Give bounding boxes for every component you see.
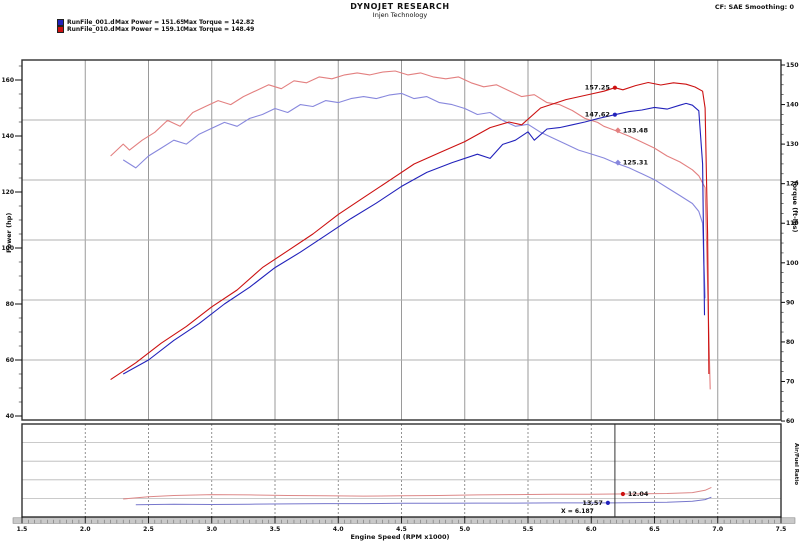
cursor-value-power-red: 157.25 — [585, 84, 611, 92]
rpm-ruler — [12, 517, 796, 524]
torque-tick-label: 80 — [786, 339, 794, 346]
torque-axis-title: Torque (ft-lbs) — [791, 180, 799, 233]
curve-runfile_001-power — [122, 102, 706, 375]
run1-filename: RunFile_001.drf — [67, 19, 115, 26]
cursor-value-afr-blue: 13.57 — [582, 499, 603, 507]
cursor-marker-afr-red — [620, 491, 626, 497]
run2-color-swatch — [57, 26, 64, 33]
x-axis-title: Engine Speed (RPM x1000) — [350, 533, 450, 541]
rpm-tick-label: 2.5 — [143, 526, 154, 533]
run1-max-torque: Max Torque = 142.82 — [183, 19, 255, 26]
power-tick-label: 140 — [1, 133, 14, 140]
curve-runfile_010-afr — [123, 486, 712, 500]
power-axis-title: Power (hp) — [5, 212, 13, 253]
curve-runfile_001-afr — [135, 496, 712, 506]
run2-max-torque: Max Torque = 148.49 — [183, 26, 255, 33]
legend-row-run1[interactable]: RunFile_001.drf Max Power = 151.65 Max T… — [57, 19, 254, 26]
cursor-value-afr-red: 12.04 — [628, 490, 649, 498]
rpm-tick-label: 7.5 — [776, 526, 787, 533]
torque-tick-label: 90 — [786, 299, 794, 306]
curve-runfile_010-power — [110, 81, 710, 381]
cursor-value-torque-blue: 125.31 — [623, 159, 649, 167]
power-tick-label: 80 — [6, 301, 14, 308]
power-tick-label: 120 — [1, 189, 14, 196]
torque-tick-label: 70 — [786, 378, 794, 385]
page-subtitle: Injen Technology — [372, 11, 428, 19]
run2-max-power: Max Power = 159.10 — [115, 26, 183, 33]
correction-smoothing-label: CF: SAE Smoothing: 0 — [714, 3, 794, 11]
torque-tick-label: 140 — [786, 102, 799, 109]
power-tick-label: 40 — [6, 413, 14, 420]
cursor-marker-power-red — [612, 85, 618, 90]
cursor-value-torque-red: 133.48 — [623, 126, 649, 134]
cursor-marker-afr-blue — [605, 500, 611, 505]
torque-tick-label: 100 — [786, 260, 799, 267]
rpm-tick-label: 5.0 — [459, 526, 470, 533]
main-chart-frame — [21, 59, 782, 421]
legend-row-run2[interactable]: RunFile_010.drf Max Power = 159.10 Max T… — [57, 26, 254, 33]
page-title: DYNOJET RESEARCH — [350, 2, 450, 11]
torque-tick-label: 110 — [786, 220, 799, 227]
rpm-tick-label: 6.5 — [649, 526, 660, 533]
rpm-tick-label: 4.5 — [396, 526, 407, 533]
rpm-tick-label: 6.0 — [586, 526, 597, 533]
rpm-tick-label: 5.5 — [523, 526, 534, 533]
run-legend: RunFile_001.drf Max Power = 151.65 Max T… — [57, 19, 254, 33]
rpm-tick-label: 1.5 — [17, 526, 28, 533]
cursor-x-value: X = 6.187 — [561, 508, 594, 515]
run1-max-power: Max Power = 151.65 — [115, 19, 183, 26]
run1-color-swatch — [57, 19, 64, 26]
rpm-tick-label: 3.5 — [270, 526, 281, 533]
rpm-tick-label: 2.0 — [80, 526, 91, 533]
run2-filename: RunFile_010.drf — [67, 26, 115, 33]
power-tick-label: 60 — [6, 357, 14, 364]
power-tick-label: 160 — [1, 77, 14, 84]
torque-tick-label: 60 — [786, 418, 794, 425]
cursor-marker-torque-red — [614, 127, 621, 134]
curve-runfile_010-torque — [110, 70, 711, 390]
torque-tick-label: 120 — [786, 181, 799, 188]
afr-axis-title: Air/Fuel Ratio — [793, 443, 799, 486]
rpm-tick-label: 3.0 — [206, 526, 217, 533]
curve-runfile_001-torque — [122, 92, 706, 299]
torque-tick-label: 150 — [786, 62, 799, 69]
torque-tick-label: 130 — [786, 141, 799, 148]
cursor-marker-power-blue — [612, 112, 618, 117]
cursor-marker-torque-blue — [614, 159, 621, 166]
rpm-tick-label: 4.0 — [333, 526, 344, 533]
rpm-tick-label: 7.0 — [712, 526, 723, 533]
cursor-value-power-blue: 147.62 — [585, 111, 610, 119]
power-tick-label: 100 — [1, 245, 14, 252]
